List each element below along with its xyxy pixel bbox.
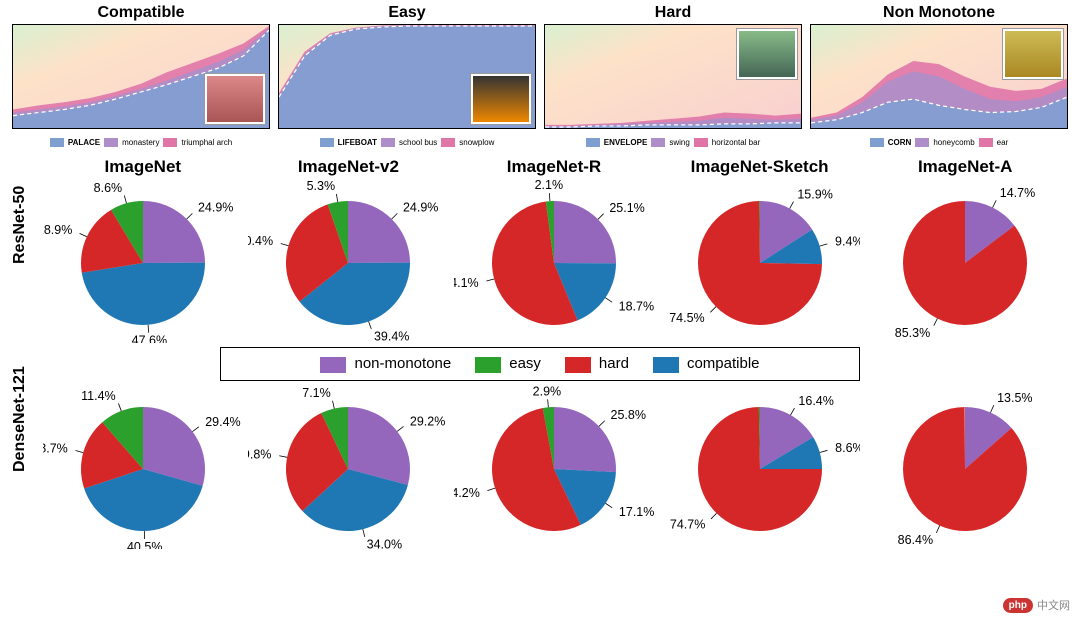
svg-text:2.1%: 2.1% [535,179,564,192]
legend-item-non_monotone: non-monotone [320,355,451,372]
area-title: Compatible [12,4,270,22]
legend-item-compatible: compatible [653,355,760,372]
inset-thumbnail [1003,29,1063,79]
svg-text:8.6%: 8.6% [93,181,122,195]
svg-text:16.4%: 16.4% [798,394,833,408]
pie-chart: 24.9% 47.6% 18.9% 8.6% [40,177,246,345]
svg-text:15.9%: 15.9% [797,188,832,202]
svg-text:24.9%: 24.9% [198,201,233,215]
svg-text:7.1%: 7.1% [303,386,332,400]
column-title: ImageNet-R [451,157,657,177]
svg-text:40.5%: 40.5% [127,540,162,549]
legend-item-hard: hard [565,355,629,372]
svg-text:18.7%: 18.7% [619,300,654,314]
svg-text:54.2%: 54.2% [454,486,480,500]
svg-text:5.3%: 5.3% [307,179,336,193]
legend-item-easy: easy [475,355,541,372]
svg-text:47.6%: 47.6% [131,334,166,343]
category-legend: non-monotone easy hard compatible [220,347,860,381]
area-legend: CORNhoneycombear [810,133,1068,151]
svg-text:13.5%: 13.5% [997,391,1032,405]
svg-text:54.1%: 54.1% [454,276,479,290]
pie-chart: 24.9% 39.4% 30.4% 5.3% [246,177,452,345]
pie-chart: 25.1% 18.7% 54.1% 2.1% [451,177,657,345]
svg-text:11.4%: 11.4% [81,389,116,403]
svg-text:29.4%: 29.4% [205,415,240,429]
svg-text:24.9%: 24.9% [403,201,438,215]
svg-text:18.7%: 18.7% [43,441,68,455]
area-legend: ENVELOPEswinghorizontal bar [544,133,802,151]
column-title: ImageNet-A [862,157,1068,177]
svg-text:74.7%: 74.7% [669,518,704,532]
column-title: ImageNet [40,157,246,177]
svg-text:86.4%: 86.4% [898,533,933,547]
svg-text:8.6%: 8.6% [835,441,860,455]
svg-text:39.4%: 39.4% [374,330,409,343]
svg-text:14.7%: 14.7% [1000,186,1035,200]
svg-text:25.1%: 25.1% [609,201,644,215]
svg-text:29.8%: 29.8% [248,447,271,461]
inset-thumbnail [737,29,797,79]
area-title: Non Monotone [810,4,1068,22]
svg-text:30.4%: 30.4% [248,234,273,248]
area-chart-compatible: Compatible PALACEmonasterytriumphal arch [12,6,270,151]
svg-text:2.9%: 2.9% [533,385,562,398]
pie-chart: 25.8% 17.1% 54.2% 2.9% [451,383,657,551]
area-chart-easy: Easy LIFEBOATschool bussnowplow [278,6,536,151]
pie-chart: 13.5% 86.4% [862,383,1068,551]
inset-thumbnail [205,74,265,124]
area-title: Easy [278,4,536,22]
area-title: Hard [544,4,802,22]
row-label-densenet: DenseNet-121 [11,448,29,472]
svg-text:29.2%: 29.2% [410,415,445,429]
row-label-resnet: ResNet-50 [11,240,29,264]
watermark: php 中文网 [1003,597,1070,613]
column-title: ImageNet-Sketch [657,157,863,177]
svg-text:34.0%: 34.0% [367,538,402,549]
area-chart-hard: Hard ENVELOPEswinghorizontal bar [544,6,802,151]
svg-text:25.8%: 25.8% [611,408,646,422]
svg-text:18.9%: 18.9% [43,223,72,237]
area-legend: PALACEmonasterytriumphal arch [12,133,270,151]
pie-chart: 14.7% 85.3% [862,177,1068,345]
pie-chart: 15.9% 9.4% 74.5% [657,177,863,345]
pie-chart: 16.4% 8.6% 74.7% [657,383,863,551]
svg-text:85.3%: 85.3% [895,326,930,340]
svg-text:74.5%: 74.5% [669,311,704,325]
svg-text:17.1%: 17.1% [619,505,654,519]
area-legend: LIFEBOATschool bussnowplow [278,133,536,151]
inset-thumbnail [471,74,531,124]
area-chart-non-monotone: Non Monotone CORNhoneycombear [810,6,1068,151]
pie-chart: 29.4% 40.5% 18.7% 11.4% [40,383,246,551]
column-title: ImageNet-v2 [246,157,452,177]
pie-chart: 29.2% 34.0% 29.8% 7.1% [246,383,452,551]
svg-text:9.4%: 9.4% [835,235,860,249]
